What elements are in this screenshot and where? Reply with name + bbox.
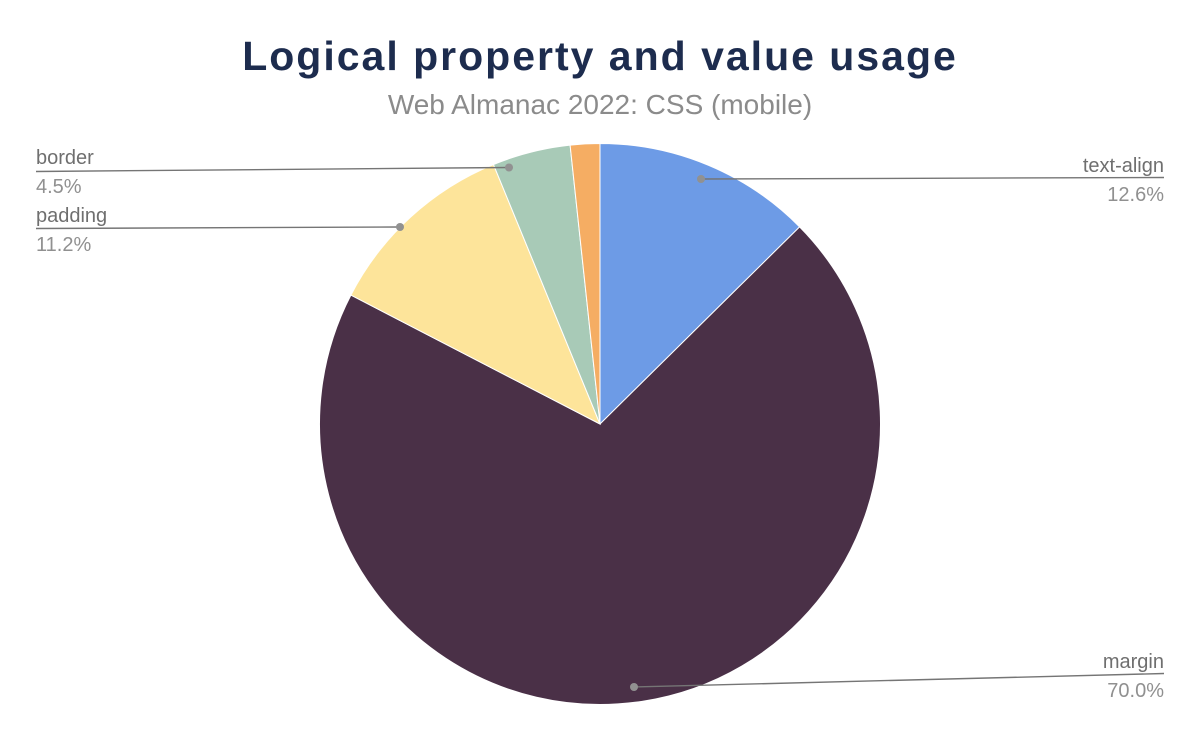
- pie-slice-margin[interactable]: [319, 226, 881, 705]
- callout-border-name: border: [36, 147, 94, 169]
- leader-line-border: [35, 166, 510, 173]
- leader-line-padding: [35, 226, 401, 230]
- callout-border-pct: 4.5%: [36, 176, 82, 198]
- callout-text-align-name: text-align: [1082, 155, 1164, 177]
- leader-dot-border: [505, 163, 513, 172]
- callout-padding: padding 11.2%: [36, 202, 107, 260]
- leader-line-text-align: [700, 176, 1165, 180]
- leader-dot-margin: [630, 683, 638, 691]
- callout-margin-pct: 70.0%: [1107, 680, 1164, 702]
- callout-border: border 4.5%: [36, 144, 94, 202]
- chart-title: Logical property and value usage: [242, 33, 958, 79]
- leader-dot-padding: [396, 223, 404, 231]
- callout-padding-pct: 11.2%: [36, 234, 92, 256]
- pie: [319, 142, 881, 705]
- pie-slice-padding[interactable]: [350, 163, 601, 426]
- callout-margin: margin 70.0%: [1103, 648, 1164, 706]
- callout-margin-name: margin: [1102, 651, 1164, 673]
- callout-text-align: text-align 12.6%: [1083, 152, 1164, 210]
- chart-subtitle: Web Almanac 2022: CSS (mobile): [387, 89, 813, 120]
- callout-connectors: [35, 163, 1165, 691]
- leader-line-margin: [633, 672, 1165, 688]
- leader-dot-text-align: [697, 175, 705, 183]
- pie-slice-other[interactable]: [569, 142, 601, 425]
- pie-slice-text-align[interactable]: [599, 142, 801, 426]
- callout-padding-name: padding: [36, 205, 108, 227]
- callout-text-align-pct: 12.6%: [1107, 184, 1164, 206]
